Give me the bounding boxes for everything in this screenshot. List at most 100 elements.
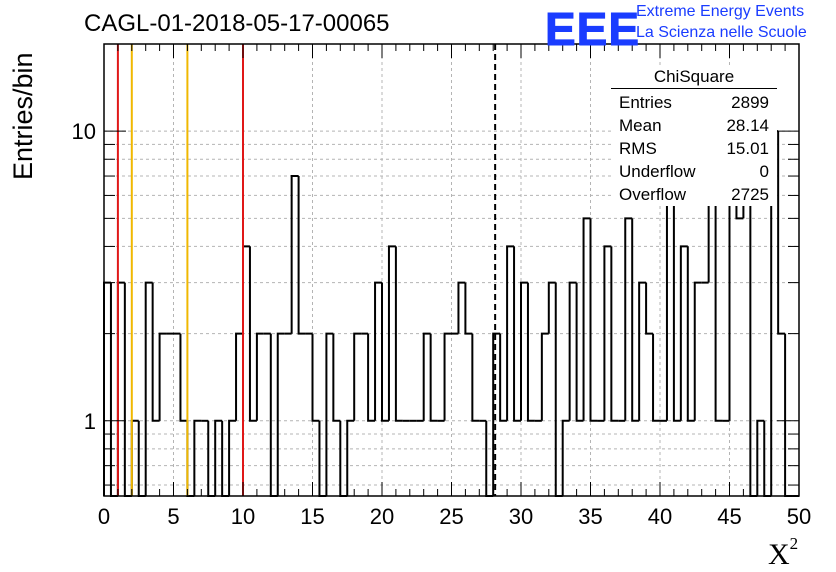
stats-value: 2899	[731, 93, 769, 112]
x-tick-label: 25	[439, 504, 463, 529]
x-tick-label: 10	[231, 504, 255, 529]
stats-label: Mean	[619, 116, 662, 135]
stats-value: 0	[759, 162, 769, 181]
histogram-bin	[332, 333, 341, 422]
x-tick-label: 35	[578, 504, 602, 529]
histogram-bin	[547, 281, 556, 334]
histogram-bin	[443, 332, 452, 421]
y-tick-label: 10	[72, 119, 96, 144]
histogram-bin	[756, 419, 765, 496]
histogram-bin	[672, 159, 681, 422]
histogram-bin	[151, 282, 160, 422]
stats-title: ChiSquare	[611, 67, 777, 89]
histogram-bin	[506, 245, 515, 421]
x-tick-label: 5	[167, 504, 179, 529]
stats-label: Underflow	[619, 162, 696, 181]
histogram-bin	[269, 333, 278, 497]
histogram-bin	[123, 282, 132, 497]
histogram-bin	[248, 246, 257, 422]
stats-value: 15.01	[726, 139, 769, 158]
histogram-bin	[540, 332, 549, 421]
stats-row-mean: Mean 28.14	[611, 114, 777, 137]
histogram-bin	[624, 217, 633, 421]
x-tick-label: 20	[370, 504, 394, 529]
stats-row-overflow: Overflow 2725	[611, 183, 777, 206]
histogram-bin	[374, 281, 382, 421]
histogram-bin	[297, 176, 306, 335]
histogram-bin	[492, 332, 501, 496]
histogram-bin	[387, 245, 396, 421]
histogram-bin	[499, 333, 508, 422]
histogram-bin	[235, 332, 243, 421]
histogram-bin	[381, 282, 389, 422]
histogram-bin	[464, 282, 473, 335]
x-axis-label-superscript: 2	[789, 534, 799, 553]
stats-row-underflow: Underflow 0	[611, 160, 777, 183]
histogram-bin	[394, 246, 403, 422]
histogram-bin	[693, 281, 702, 421]
histogram-bin	[109, 282, 118, 497]
stats-box: ChiSquare Entries 2899 Mean 28.14 RMS 15.01…	[611, 67, 777, 206]
histogram-bin	[311, 333, 320, 422]
x-tick-label: 40	[648, 504, 672, 529]
histogram-bin	[784, 333, 793, 497]
stats-value: 2725	[731, 185, 769, 204]
histogram-bin	[638, 281, 647, 421]
histogram-bin	[652, 333, 660, 422]
histogram-bin	[520, 281, 528, 421]
histogram-bin	[471, 333, 480, 422]
org-name-line1: Extreme Energy Events	[636, 3, 805, 20]
histogram-bin	[290, 175, 299, 334]
eee-logo: EEE	[544, 3, 641, 56]
histogram-bin	[686, 246, 695, 422]
histogram-bin	[513, 246, 521, 422]
x-tick-label: 30	[509, 504, 533, 529]
stats-label: Entries	[619, 93, 672, 112]
stats-row-entries: Entries 2899	[611, 91, 777, 114]
stats-label: RMS	[619, 139, 657, 158]
x-axis-label: X2	[768, 534, 798, 572]
histogram-bin	[631, 218, 640, 422]
histogram-bin	[346, 419, 355, 496]
histogram-bin	[353, 332, 362, 421]
histogram-bin	[228, 419, 237, 496]
x-tick-label: 0	[98, 504, 110, 529]
y-tick-label: 1	[84, 409, 96, 434]
histogram-bin	[749, 195, 758, 497]
x-axis-label-text: X	[768, 538, 790, 571]
y-axis-label: Entries/bin	[8, 52, 38, 180]
histogram-bin	[777, 131, 786, 335]
org-name-line2: La Scienza nelle Scuole	[636, 24, 807, 41]
histogram-bin	[645, 282, 654, 335]
histogram-bin	[582, 217, 591, 421]
histogram-bin	[589, 218, 598, 422]
histogram-bin	[158, 332, 167, 421]
histogram-bin	[242, 245, 250, 334]
histogram-bin	[561, 419, 570, 496]
histogram-bin	[179, 333, 188, 422]
histogram-bin	[193, 419, 202, 496]
histogram-bin	[144, 281, 153, 496]
histogram-bin	[526, 282, 535, 422]
histogram-bin	[610, 246, 619, 422]
histogram-bin	[116, 281, 125, 496]
x-tick-label: 45	[717, 504, 741, 529]
histogram-bin	[429, 333, 438, 422]
x-tick-label: 50	[787, 504, 811, 529]
histogram-bin	[214, 419, 223, 496]
histogram-bin	[554, 282, 563, 497]
stats-row-rms: RMS 15.01	[611, 137, 777, 160]
histogram-bin	[103, 281, 111, 496]
histogram-bin	[568, 281, 577, 421]
histogram-bin	[714, 159, 723, 422]
histogram-bin	[367, 333, 376, 422]
histogram-bin	[422, 332, 431, 421]
histogram-bin	[325, 332, 334, 496]
histogram-bin	[276, 332, 285, 496]
histogram-bin	[679, 245, 688, 421]
histogram-bin	[255, 332, 264, 421]
histogram-bin	[603, 245, 612, 421]
chart-title: CAGL-01-2018-05-17-00065	[84, 10, 390, 37]
histogram-bin	[575, 282, 584, 422]
